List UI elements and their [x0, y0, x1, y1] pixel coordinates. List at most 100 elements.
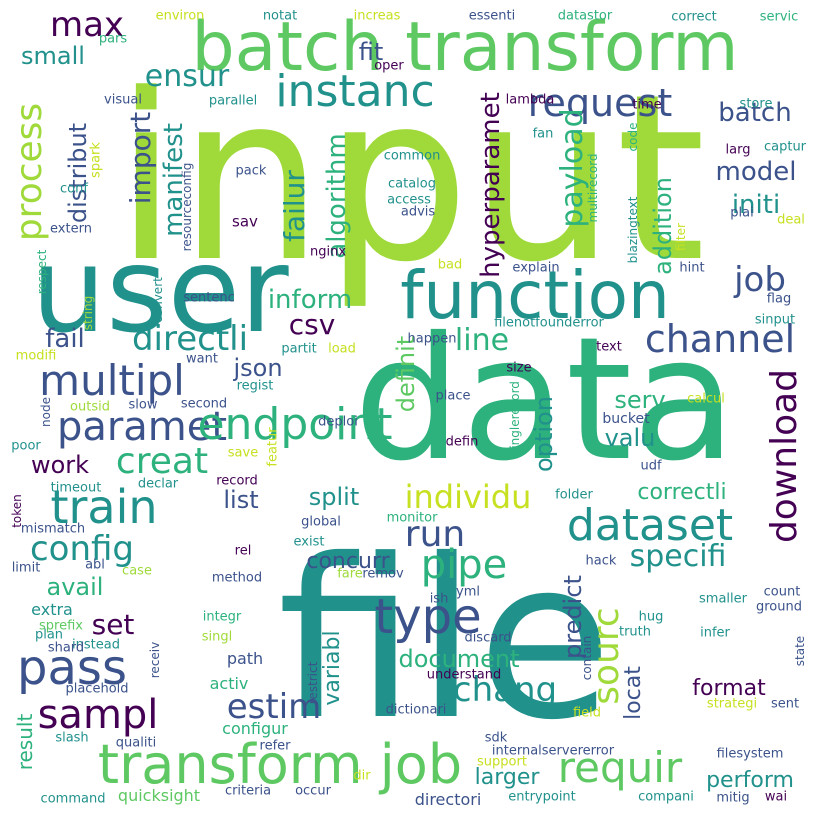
word-pipe: pipe: [420, 542, 508, 588]
word-sav: sav: [232, 212, 258, 231]
word-multirecord: multirecord: [586, 153, 600, 223]
word-second: second: [180, 396, 228, 412]
word-max: max: [49, 5, 125, 45]
word-visual: visual: [104, 92, 142, 108]
word-process: process: [9, 102, 50, 242]
word-algorithm: algorithm: [322, 133, 352, 259]
word-datastor: datastor: [557, 8, 613, 24]
word-plan: plan: [34, 627, 64, 643]
word-quicksight: quicksight: [117, 786, 201, 805]
word-environ: environ: [155, 8, 205, 24]
word-singlerecord: singlerecord: [508, 381, 522, 455]
word-specifi: specifi: [629, 539, 727, 574]
word-document: document: [398, 645, 520, 673]
word-filenotfounderror: filenotfounderror: [494, 315, 604, 331]
word-refer: refer: [259, 738, 291, 754]
word-creat: creat: [115, 441, 209, 482]
word-limit: limit: [11, 560, 41, 576]
word-job: job: [734, 260, 786, 300]
word-load: load: [328, 341, 356, 357]
word-hack: hack: [585, 553, 617, 569]
word-time: time: [632, 97, 662, 113]
word-servic: servic: [759, 9, 799, 25]
word-run: run: [404, 514, 466, 555]
word-abl: abl: [85, 557, 105, 573]
word-concurr: concurr: [306, 549, 390, 574]
word-filter: filter: [674, 223, 688, 251]
word-directli: directli: [131, 319, 249, 359]
word-catalog: catalog: [388, 176, 436, 192]
word-field: field: [572, 705, 602, 721]
word-respect: respect: [35, 249, 49, 295]
word-shard: shard: [47, 640, 85, 656]
word-valu: valu: [604, 424, 656, 452]
word-resourceconfig: resourceconfig: [180, 162, 194, 252]
word-blazingtext: blazingtext: [626, 196, 640, 264]
word-model: model: [715, 157, 797, 187]
word-qualiti: qualiti: [115, 735, 157, 751]
word-instanc: instanc: [275, 66, 435, 117]
word-contain: contain: [580, 635, 594, 681]
word-sprefix: sprefix: [39, 618, 83, 634]
word-lambda: lambda: [505, 92, 555, 108]
word-serv: serv: [614, 386, 666, 414]
word-multipl: multipl: [39, 356, 185, 405]
word-partit: partit: [281, 341, 317, 357]
word-truth: truth: [618, 624, 652, 640]
word-request: request: [527, 81, 673, 125]
word-locat: locat: [621, 666, 646, 720]
word-restrict: restrict: [306, 661, 320, 705]
word-json: json: [233, 354, 283, 382]
word-list: list: [223, 486, 259, 514]
word-wai: wai: [764, 789, 788, 805]
word-larg: larg: [725, 142, 751, 158]
word-import: import: [124, 111, 157, 205]
word-bad: bad: [437, 257, 463, 273]
word-support: support: [477, 754, 527, 770]
word-monitor: monitor: [386, 510, 438, 526]
word-place: place: [435, 388, 471, 404]
word-definit: definit: [392, 335, 420, 413]
word-occur: occur: [295, 783, 331, 799]
word-sentenc: sentenc: [183, 290, 235, 306]
word-convert: convert: [151, 277, 165, 323]
word-sdk: sdk: [484, 730, 508, 746]
word-mismatch: mismatch: [20, 521, 86, 537]
word-store: store: [739, 96, 773, 112]
word-sourc: sourc: [586, 607, 627, 705]
word-bucket: bucket: [602, 411, 650, 427]
word-pack: pack: [235, 163, 267, 179]
word-discard: discard: [464, 630, 512, 646]
word-fan: fan: [532, 126, 554, 142]
word-extra: extra: [31, 600, 73, 619]
word-common: common: [383, 148, 441, 164]
word-split: split: [308, 483, 360, 511]
word-config: config: [29, 529, 135, 569]
word-conf: conf: [60, 181, 88, 197]
word-slash: slash: [55, 730, 89, 746]
word-perform: perform: [706, 768, 794, 793]
word-advis: advis: [400, 204, 436, 220]
word-integr: integr: [202, 609, 242, 625]
word-calcul: calcul: [687, 391, 725, 407]
word-save: save: [227, 445, 259, 461]
word-entrypoint: entrypoint: [508, 789, 576, 805]
word-inform: inform: [267, 285, 353, 315]
word-yml: yml: [456, 584, 480, 600]
word-sent: sent: [770, 696, 800, 712]
word-modifi: modifi: [15, 348, 57, 364]
word-rel: rel: [234, 543, 252, 559]
word-type: type: [374, 589, 482, 645]
word-flag: flag: [766, 291, 792, 307]
word-understand: understand: [426, 667, 502, 683]
word-fit: fit: [358, 38, 384, 66]
word-ish: ish: [429, 591, 449, 607]
word-sampl: sampl: [37, 692, 159, 738]
word-receiv: receiv: [148, 641, 162, 679]
word-hint: hint: [679, 260, 705, 276]
word-mitig: mitig: [716, 790, 750, 806]
word-small: small: [21, 42, 85, 70]
word-dictionari: dictionari: [385, 702, 447, 718]
word-paramet: paramet: [56, 404, 228, 450]
word-timeout: timeout: [50, 480, 102, 496]
